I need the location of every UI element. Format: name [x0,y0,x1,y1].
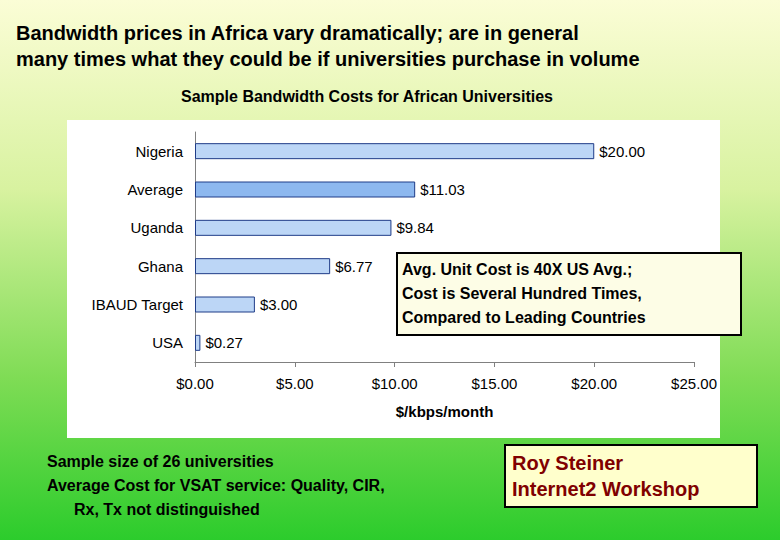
html-text:Sample Bandwidth Costs for Afr: Sample Bandwidth Costs for African Unive… [181,88,553,105]
svg-text:USA: USA [152,334,183,351]
html-text:Bandwidth prices in Africa var: Bandwidth prices in Africa vary dramatic… [16,22,579,44]
svg-text:$9.84: $9.84 [396,219,434,236]
svg-text:$15.00: $15.00 [471,375,517,392]
svg-text:$5.00: $5.00 [276,375,314,392]
svg-text:Nigeria: Nigeria [135,143,183,160]
html-text:Average Cost for VSAT service:: Average Cost for VSAT service: Quality, … [47,477,385,494]
svg-text:$11.03: $11.03 [420,181,465,198]
svg-text:$0.00: $0.00 [176,375,214,392]
svg-text:Uganda: Uganda [130,219,183,236]
svg-text:$20.00: $20.00 [571,375,617,392]
html-text:many times what they could be: many times what they could be if univers… [16,48,640,70]
html-text:Sample size of 26 universities: Sample size of 26 universities [47,453,274,470]
html-text:Rx, Tx not distinguished: Rx, Tx not distinguished [74,501,260,518]
svg-text:$/kbps/month: $/kbps/month [396,403,494,420]
svg-text:$3.00: $3.00 [260,296,298,313]
html-text:Internet2 Workshop: Internet2 Workshop [512,478,700,500]
html-text:Cost is Several Hundred Times,: Cost is Several Hundred Times, [402,285,642,302]
html-text:Roy Steiner: Roy Steiner [512,452,624,474]
svg-text:IBAUD Target: IBAUD Target [92,296,184,313]
html-text:Avg. Unit Cost is 40X US Avg.;: Avg. Unit Cost is 40X US Avg.; [402,261,633,278]
svg-text:Average: Average [127,181,183,198]
html-text:Compared to Leading Countries: Compared to Leading Countries [402,309,646,326]
svg-text:$6.77: $6.77 [335,258,373,275]
svg-text:$25.00: $25.00 [671,375,717,392]
svg-text:$20.00: $20.00 [599,143,645,160]
svg-text:Ghana: Ghana [138,258,184,275]
svg-text:$0.27: $0.27 [205,334,243,351]
svg-text:$10.00: $10.00 [372,375,418,392]
